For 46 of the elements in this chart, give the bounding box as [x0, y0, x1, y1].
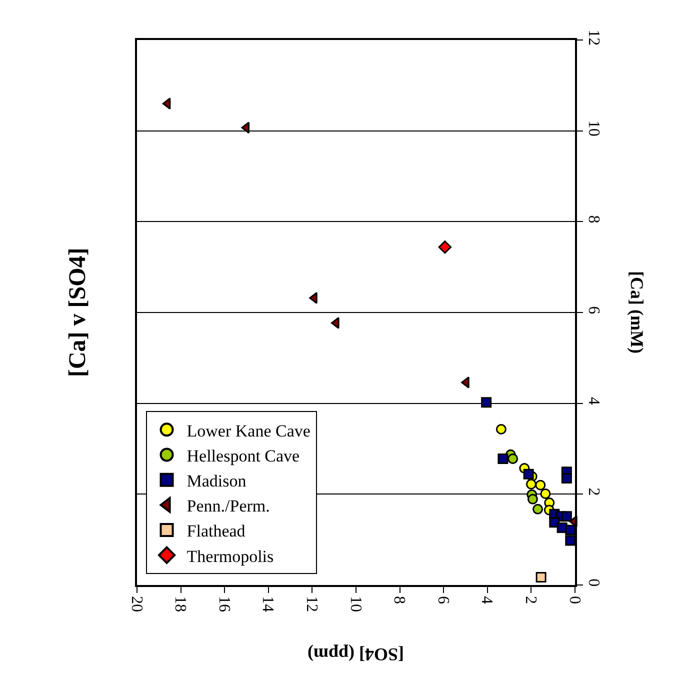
x-tick-label: 6: [434, 596, 452, 604]
point: [561, 473, 572, 484]
point: [498, 453, 508, 464]
x-tick-label: 2: [522, 596, 539, 604]
x-tick-label: 0: [566, 596, 583, 604]
point: [162, 98, 171, 110]
point: [565, 535, 576, 546]
point: [309, 292, 318, 304]
point: [438, 240, 452, 254]
y-tick-label: 10: [585, 120, 602, 136]
y-tick-label: 4: [585, 396, 602, 405]
legend-label: Thermopolis: [186, 546, 274, 566]
point: [481, 397, 492, 408]
text: [Ca] v [SO4]: [65, 248, 92, 378]
y-tick-label: 12: [585, 30, 602, 46]
legend-label: Madison: [186, 471, 247, 490]
point: [540, 488, 551, 499]
point: [565, 524, 576, 536]
x-tick-label: 14: [259, 596, 276, 612]
x-tick-label: 16: [215, 596, 232, 612]
legend-label: Penn./Perm.: [186, 496, 270, 516]
point: [526, 478, 536, 490]
x-tick-label: 20: [128, 596, 145, 612]
legend-label: Hellespont Cave: [186, 446, 300, 466]
x-tick-label: 18: [172, 596, 189, 612]
y-tick-label: 6: [585, 306, 602, 314]
legend-label: Flathead: [186, 522, 246, 541]
x-tick-label: 12: [303, 596, 320, 612]
y-tick-label: 0: [585, 578, 602, 587]
y-tick-label: 8: [585, 215, 602, 224]
y-axis-title: [Ca] (mM): [626, 271, 647, 354]
y-tick-label: 2: [585, 488, 602, 496]
x-tick-label: 10: [346, 596, 364, 612]
point: [536, 572, 546, 583]
legend-label: Lower Kane Cave: [186, 421, 310, 440]
x-tick-label: 8: [390, 596, 408, 604]
point: [532, 504, 544, 514]
point: [496, 424, 506, 434]
point: [527, 494, 538, 504]
point: [561, 511, 572, 522]
point: [508, 453, 518, 464]
point: [331, 317, 340, 329]
point: [523, 468, 534, 480]
x-tick-label: 4: [478, 596, 496, 604]
point: [535, 480, 546, 490]
x-axis-title: [SO4] (ppm): [307, 644, 404, 664]
